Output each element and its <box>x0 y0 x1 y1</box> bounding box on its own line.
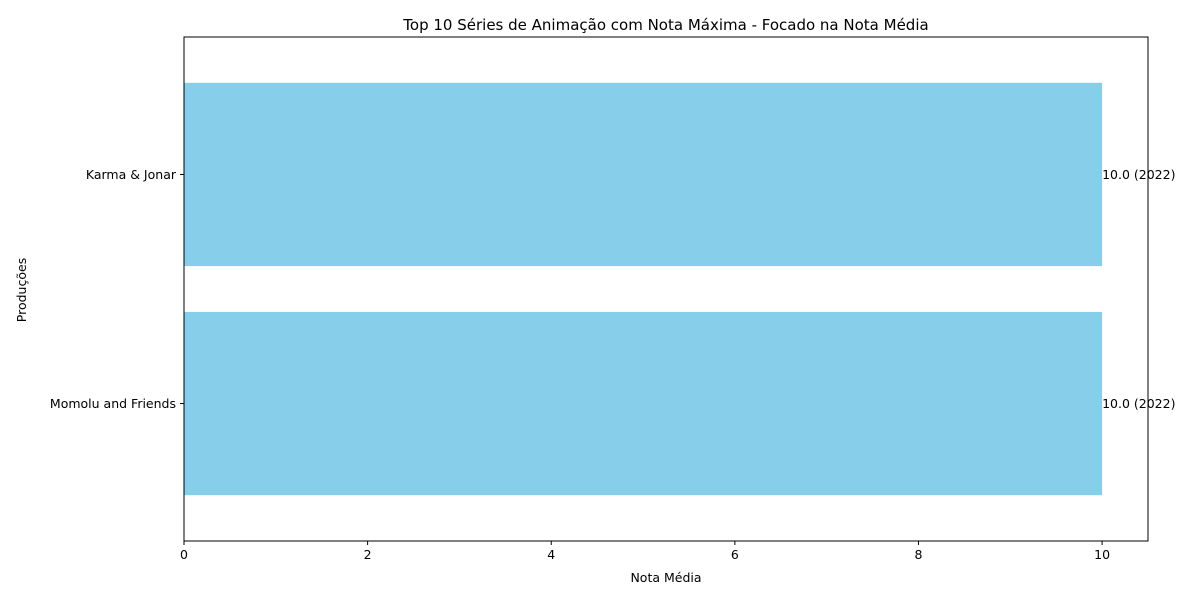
x-tick-label-4: 8 <box>914 547 922 562</box>
chart-title: Top 10 Séries de Animação com Nota Máxim… <box>402 16 928 34</box>
x-tick-label-1: 2 <box>364 547 372 562</box>
x-tick-label-5: 10 <box>1094 547 1110 562</box>
bar-1 <box>184 311 1103 496</box>
x-tick-label-3: 6 <box>731 547 739 562</box>
y-axis-label: Produções <box>14 258 29 322</box>
bar-data-label-1: 10.0 (2022) <box>1102 396 1175 411</box>
x-axis-ticks: 0 2 4 6 8 10 <box>180 541 1110 562</box>
y-tick-label-0: Karma & Jonar <box>86 167 177 182</box>
bar-0 <box>184 82 1103 267</box>
plot-frame <box>183 36 1149 542</box>
bar-data-label-0: 10.0 (2022) <box>1102 167 1175 182</box>
x-axis-label: Nota Média <box>630 570 701 585</box>
x-tick-label-2: 4 <box>547 547 555 562</box>
y-axis-ticks: Karma & Jonar Momolu and Friends <box>50 167 184 411</box>
x-tick-label-0: 0 <box>180 547 188 562</box>
y-tick-label-1: Momolu and Friends <box>50 396 176 411</box>
bars-group: 10.0 (2022) 10.0 (2022) <box>184 82 1175 496</box>
